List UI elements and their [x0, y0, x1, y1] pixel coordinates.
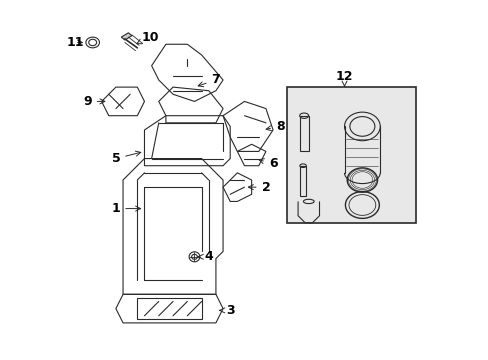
Text: 1: 1	[111, 202, 141, 215]
Text: 3: 3	[219, 304, 234, 317]
Text: 12: 12	[335, 70, 352, 86]
Polygon shape	[121, 33, 132, 40]
Text: 5: 5	[111, 151, 141, 165]
Text: 2: 2	[248, 181, 270, 194]
Text: 7: 7	[198, 73, 220, 87]
Bar	[299, 116, 308, 152]
Text: 11: 11	[66, 36, 83, 49]
Text: 9: 9	[83, 95, 105, 108]
Text: 10: 10	[137, 31, 158, 44]
Text: 4: 4	[198, 250, 213, 263]
Bar	[299, 166, 305, 196]
Text: 8: 8	[265, 120, 284, 133]
Text: 6: 6	[258, 157, 277, 170]
Bar	[287, 87, 415, 223]
